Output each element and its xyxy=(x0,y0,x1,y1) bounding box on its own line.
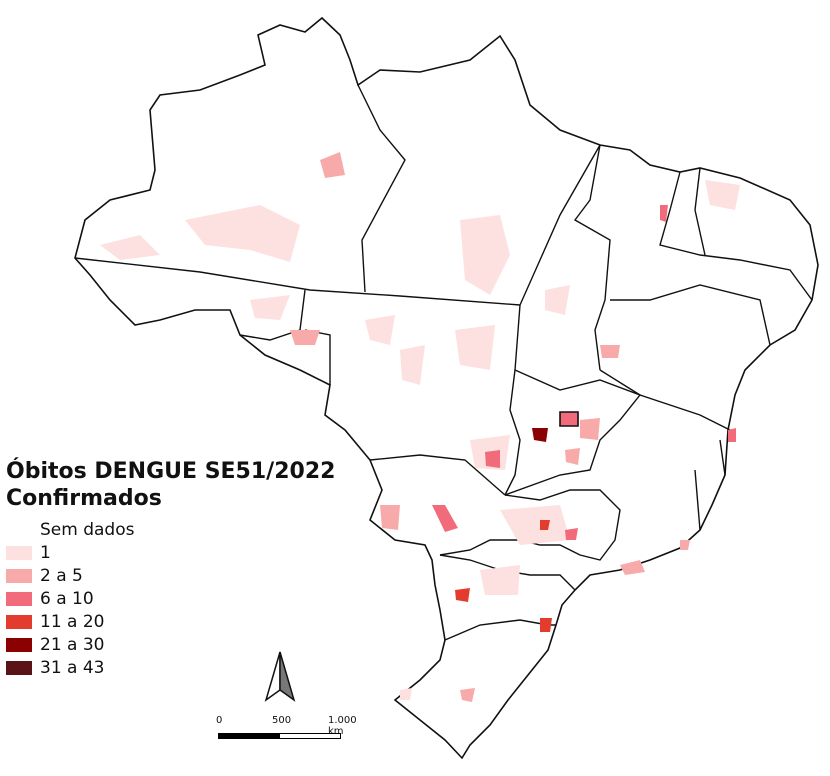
scale-segment-black xyxy=(218,733,280,739)
legend-title-line2: Confirmados xyxy=(6,486,162,511)
legend-label: 6 a 10 xyxy=(40,588,94,609)
legend-swatch xyxy=(6,614,32,629)
legend-label: 31 a 43 xyxy=(40,657,105,678)
legend-item-6-10: 6 a 10 xyxy=(6,587,346,610)
scale-segment-white xyxy=(279,733,341,739)
legend-label: 2 a 5 xyxy=(40,565,83,586)
scale-label-0: 0 xyxy=(216,715,223,726)
legend-item-1: 1 xyxy=(6,541,346,564)
legend: Óbitos DENGUE SE51/2022 Confirmados Sem … xyxy=(6,458,346,679)
brazil-outline xyxy=(74,16,819,760)
scale-bar: 0 500 1.000 km xyxy=(216,715,357,745)
legend-item-11-20: 11 a 20 xyxy=(6,610,346,633)
legend-swatch xyxy=(6,568,32,583)
legend-swatch xyxy=(6,522,32,537)
legend-item-31-43: 31 a 43 xyxy=(6,656,346,679)
scale-label-500: 500 xyxy=(272,715,292,726)
legend-item-21-30: 21 a 30 xyxy=(6,633,346,656)
municipality-patches xyxy=(100,152,740,702)
legend-label: 1 xyxy=(40,542,51,563)
legend-label: 11 a 20 xyxy=(40,611,105,632)
legend-swatch xyxy=(6,660,32,675)
legend-item-sem-dados: Sem dados xyxy=(6,518,346,541)
legend-title-line1: Óbitos DENGUE SE51/2022 xyxy=(6,459,336,484)
legend-items: Sem dados 1 2 a 5 6 a 10 11 a 20 21 a 30… xyxy=(6,518,346,679)
legend-label: Sem dados xyxy=(40,519,135,540)
legend-swatch xyxy=(6,591,32,606)
scale-label-1000: 1.000 km xyxy=(328,715,357,737)
north-arrow-icon xyxy=(264,651,296,702)
legend-item-2-5: 2 a 5 xyxy=(6,564,346,587)
legend-label: 21 a 30 xyxy=(40,634,105,655)
legend-swatch xyxy=(6,545,32,560)
legend-swatch xyxy=(6,637,32,652)
